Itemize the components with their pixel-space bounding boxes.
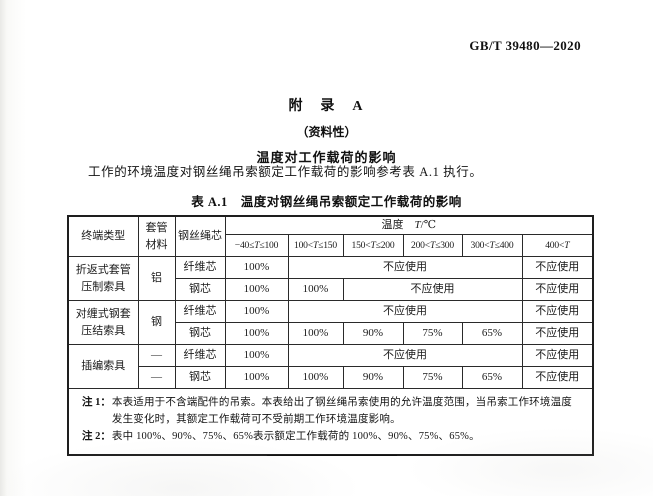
note-2: 注 2： 表中 100%、90%、75%、65%表示额定工作载荷的 100%、9… (82, 428, 582, 445)
terminal-type-cell: 对缠式钢套 压结索具 (67, 300, 139, 345)
value-cell: 不应使用 (521, 300, 594, 323)
material-cell: 铝 (137, 256, 176, 301)
table-row: 对缠式钢套 压结索具 钢 纤维芯 100% 不应使用 不应使用 (67, 300, 594, 345)
merged-value-cell: 不应使用 (342, 278, 523, 301)
value-cell: 75% (402, 366, 463, 389)
core-cell: 纤维芯 (174, 300, 226, 323)
appendix-subject: 温度对工作载荷的影响 (256, 150, 397, 165)
value-cell: 100% (224, 322, 289, 345)
core-cell: 钢芯 (174, 278, 226, 301)
table-row: — 钢芯 100% 100% 90% 75% 65% 不应使用 (68, 366, 594, 389)
value-cell: 90% (342, 366, 404, 389)
header-temperature-group: 温度 T/℃ (224, 215, 594, 235)
value-cell: 不应使用 (521, 366, 594, 389)
material-cell: 钢 (137, 300, 176, 345)
table-notes-row: 注 1： 本表适用于不含端配件的吊索。本表给出了钢丝绳吊索使用的允许温度范围，当… (67, 388, 594, 456)
value-cell: 不应使用 (521, 344, 594, 367)
intro-paragraph: 工作的环境温度对钢丝绳吊索额定工作载荷的影响参考表 A.1 执行。 (88, 165, 483, 179)
temp-range-1: −40≤T≤100 (224, 234, 289, 257)
temp-range-3: 150<T≤200 (342, 234, 404, 257)
table-row: 折返式套管 压制索具 铝 纤维芯 100% 不应使用 不应使用 (67, 256, 594, 301)
merged-value-cell: 不应使用 (287, 344, 523, 367)
material-cell: — (137, 344, 176, 367)
core-cell: 纤维芯 (174, 256, 226, 279)
value-cell: 65% (461, 322, 523, 345)
value-cell: 100% (224, 344, 289, 367)
table-caption: 表 A.1 温度对钢丝绳吊索额定工作载荷的影响 (191, 195, 462, 209)
terminal-type-cell: 折返式套管 压制索具 (67, 256, 139, 301)
appendix-type: （资料性） (296, 125, 357, 139)
value-cell: 100% (287, 322, 344, 345)
core-cell: 钢芯 (174, 366, 226, 389)
value-cell: 100% (224, 278, 289, 301)
note-1-text: 本表适用于不含端配件的吊索。本表给出了钢丝绳吊索使用的允许温度范围，当吊索工作环… (111, 397, 572, 425)
end-of-text-rule (267, 455, 397, 456)
terminal-type-cell: 插编索具 (67, 344, 139, 389)
value-cell: 90% (342, 322, 404, 345)
note-1: 注 1： 本表适用于不含端配件的吊索。本表给出了钢丝绳吊索使用的允许温度范围，当… (82, 394, 582, 428)
note-2-text: 表中 100%、90%、75%、65%表示额定工作载荷的 100%、90%、75… (111, 431, 480, 442)
value-cell: 75% (402, 322, 463, 345)
note-1-label: 注 1： (82, 397, 111, 408)
table-row: 插编索具 — 纤维芯 100% 不应使用 不应使用 (67, 344, 594, 389)
merged-value-cell: 不应使用 (287, 256, 523, 279)
value-cell: 100% (287, 278, 344, 301)
temp-range-4: 200<T≤300 (402, 234, 463, 257)
value-cell: 不应使用 (521, 278, 594, 301)
value-cell: 65% (461, 366, 523, 389)
note-2-label: 注 2： (82, 431, 111, 442)
title-block: 附 录 A （资料性） 温度对工作载荷的影响 (0, 95, 653, 166)
value-cell: 不应使用 (521, 322, 594, 345)
core-cell: 纤维芯 (174, 344, 226, 367)
table-a1: 终端类型 套管 材料 钢丝绳芯 温度 T/℃ −40≤T≤100 100<T≤15… (67, 215, 595, 456)
value-cell: 100% (224, 300, 289, 323)
temperature-load-table: 终端类型 套管 材料 钢丝绳芯 温度 T/℃ −40≤T≤100 100<T≤15… (67, 215, 595, 456)
header-rope-core: 钢丝绳芯 (174, 215, 226, 257)
value-cell: 100% (224, 256, 289, 279)
table-notes: 注 1： 本表适用于不含端配件的吊索。本表给出了钢丝绳吊索使用的允许温度范围，当… (67, 388, 594, 456)
core-cell: 钢芯 (174, 322, 226, 345)
material-cell: — (137, 366, 176, 389)
table-row: 钢芯 100% 100% 90% 75% 65% 不应使用 (68, 322, 594, 345)
appendix-title: 附 录 A (288, 99, 365, 114)
value-cell: 100% (287, 366, 344, 389)
temp-range-2: 100<T≤150 (287, 234, 344, 257)
temp-range-5: 300<T≤400 (461, 234, 523, 257)
value-cell: 不应使用 (521, 256, 594, 279)
standard-number: GB/T 39480—2020 (469, 38, 581, 53)
header-terminal-type: 终端类型 (67, 215, 139, 257)
merged-value-cell: 不应使用 (287, 300, 523, 323)
table-header-row-1: 终端类型 套管 材料 钢丝绳芯 温度 T/℃ (67, 215, 594, 257)
table-header-row-2: −40≤T≤100 100<T≤150 150<T≤200 200<T≤300 … (68, 234, 594, 257)
temp-range-6: 400<T (521, 234, 594, 257)
value-cell: 100% (224, 366, 289, 389)
header-sleeve-material: 套管 材料 (137, 215, 176, 257)
